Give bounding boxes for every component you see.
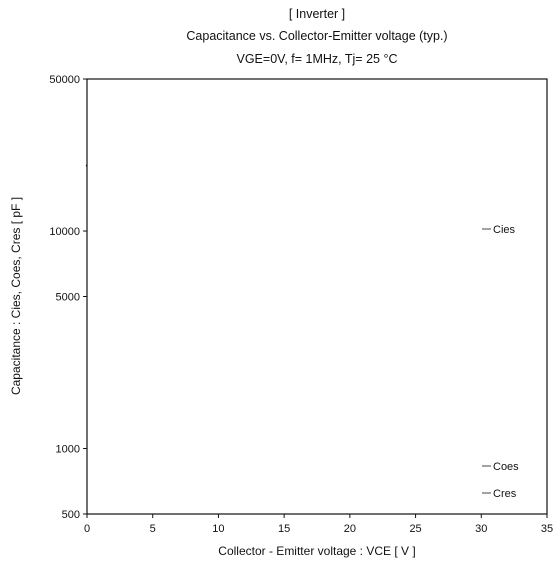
x-tick-label: 35 xyxy=(541,523,553,535)
x-tick-label: 25 xyxy=(409,523,421,535)
series-label-cres: Cres xyxy=(493,488,517,500)
x-tick-label: 30 xyxy=(475,523,487,535)
x-tick-label: 15 xyxy=(278,523,290,535)
y-tick-label: 1000 xyxy=(56,444,80,456)
chart-tick-labels: 0 5 10 15 20 25 30 35 500 1000 5000 10000 50000 xyxy=(49,74,553,535)
x-tick-label: 0 xyxy=(84,523,90,535)
plot-frame xyxy=(86,78,548,515)
x-tick-label: 5 xyxy=(150,523,156,535)
chart-title-line-2: Capacitance vs. Collector-Emitter voltag… xyxy=(186,29,447,43)
x-axis-label: Collector - Emitter voltage : VCE [ V ] xyxy=(218,544,415,558)
y-tick-label: 50000 xyxy=(49,74,80,86)
chart-axes xyxy=(83,78,548,518)
y-tick-label: 500 xyxy=(62,509,80,521)
y-tick-label: 10000 xyxy=(49,226,80,238)
chart-series-labels: Cies Coes Cres xyxy=(482,224,519,500)
series-label-cies: Cies xyxy=(493,224,516,236)
chart-title-group: [ Inverter ] Capacitance vs. Collector-E… xyxy=(186,7,447,66)
y-axis-label: Capacitance : Cies, Coes, Cres [ pF ] xyxy=(9,197,23,395)
series-label-coes: Coes xyxy=(493,461,519,473)
x-tick-label: 10 xyxy=(212,523,224,535)
chart-title-line-1: [ Inverter ] xyxy=(289,7,345,21)
x-tick-label: 20 xyxy=(344,523,356,535)
y-tick-label: 5000 xyxy=(56,292,80,304)
chart-title-line-3: VGE=0V, f= 1MHz, Tj= 25 °C xyxy=(237,52,398,66)
